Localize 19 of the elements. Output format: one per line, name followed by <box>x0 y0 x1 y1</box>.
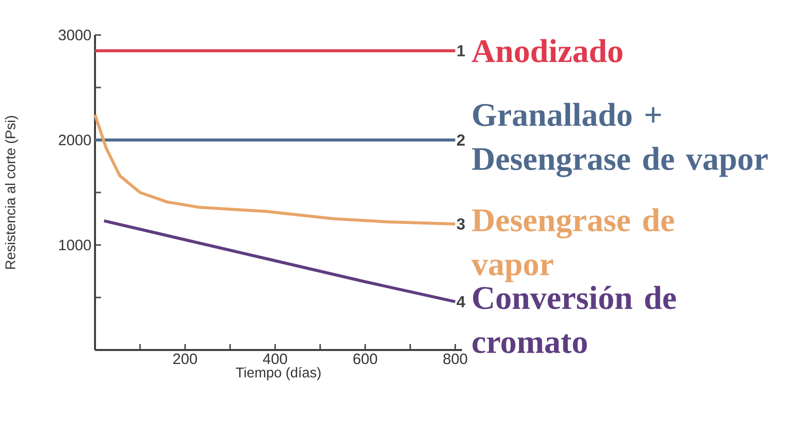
series-label: Granallado + Desengrase de vapor <box>472 102 768 178</box>
y-tick-label: 2000 <box>58 134 91 146</box>
x-tick-label: 800 <box>443 354 468 364</box>
line-series <box>102 219 457 304</box>
series-label: Anodizado <box>472 39 622 62</box>
x-tick-label: 600 <box>353 354 378 364</box>
series-label: Desengrase de vapor <box>471 208 674 282</box>
series-label: Conversión de cromato <box>472 286 676 354</box>
annotation: 1 <box>457 45 465 56</box>
x-tick-label: 200 <box>173 354 197 364</box>
line-series <box>94 113 457 226</box>
y-tick-label: 1000 <box>59 240 91 250</box>
annotation: 4 <box>456 296 466 308</box>
annotation: 2 <box>456 134 465 146</box>
x-axis-title: Tiempo (días) <box>236 366 321 380</box>
x-tick-label: 400 <box>262 354 288 364</box>
y-tick-label: 3000 <box>58 30 91 40</box>
y-axis-title: Resistencia al corte (Psi) <box>5 116 18 269</box>
annotation: 3 <box>456 218 465 230</box>
